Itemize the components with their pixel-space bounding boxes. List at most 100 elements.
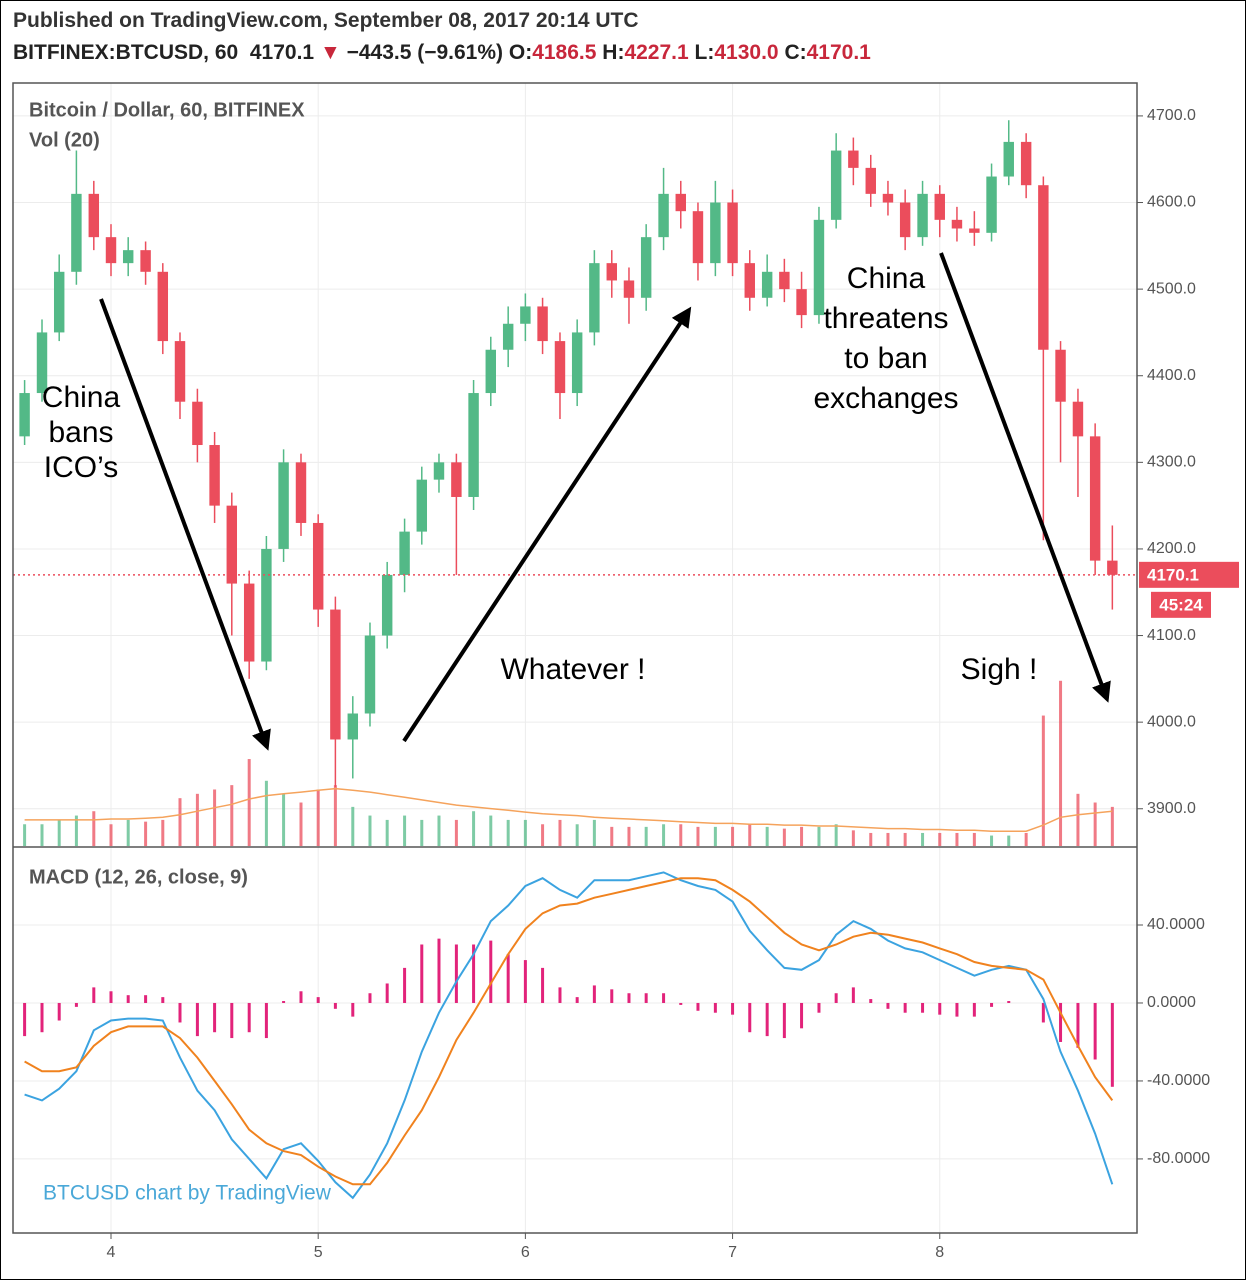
x-tick-label: 4 xyxy=(107,1244,116,1261)
last-price-box xyxy=(1139,561,1239,588)
volume-bar xyxy=(161,819,165,846)
volume-bar xyxy=(817,826,821,846)
histogram-bar xyxy=(696,1002,700,1011)
macd-line xyxy=(24,871,1114,1200)
volume-bar xyxy=(299,802,303,846)
candle-body xyxy=(295,462,307,523)
volume-bar xyxy=(178,798,182,846)
candle-body xyxy=(951,219,963,229)
volume-bar xyxy=(420,819,424,846)
volume-bar xyxy=(592,819,596,846)
y-tick-label: 3900.0 xyxy=(1147,800,1196,817)
histogram-bar xyxy=(264,1002,268,1039)
candle-body xyxy=(105,237,117,264)
candle-body xyxy=(640,237,652,298)
candle-body xyxy=(520,306,531,324)
y-tick-label: 4100.0 xyxy=(1147,627,1196,644)
y-tick-label: 4000.0 xyxy=(1147,713,1196,730)
candle-body xyxy=(1055,349,1066,402)
candle-body xyxy=(848,150,859,168)
histogram-bar xyxy=(627,993,631,1003)
candle-body xyxy=(192,401,203,446)
candle-body xyxy=(692,211,704,264)
histogram-bar xyxy=(403,967,407,1003)
candle-body xyxy=(157,271,169,342)
volume-bar xyxy=(765,826,769,846)
volume-bar xyxy=(1076,793,1080,846)
annotation: Whatever ! xyxy=(500,653,645,686)
histogram-bar xyxy=(558,987,562,1003)
candle-body xyxy=(122,250,134,264)
annotation: ICO’s xyxy=(44,451,118,484)
candle-body xyxy=(986,176,997,233)
annotation: Sigh ! xyxy=(961,653,1038,686)
volume-bar xyxy=(696,826,700,846)
histogram-bar xyxy=(938,1002,942,1015)
histogram-bar xyxy=(74,1002,78,1007)
histogram-bar xyxy=(1007,1001,1011,1003)
histogram-bar xyxy=(713,1002,717,1013)
annotation: threatens xyxy=(823,302,948,335)
candle-body xyxy=(1020,141,1032,186)
histogram-bar xyxy=(1059,1002,1063,1042)
close-value: 4170.1 xyxy=(806,41,871,64)
volume-bar xyxy=(748,824,752,846)
open-label: O: xyxy=(508,41,533,64)
y-tick-label: 4500.0 xyxy=(1147,280,1196,297)
open-value: 4186.5 xyxy=(532,41,597,64)
histogram-bar xyxy=(195,1002,199,1037)
volume-bar xyxy=(1059,680,1063,846)
volume-bar xyxy=(1024,832,1028,846)
histogram-bar xyxy=(834,993,838,1003)
arrow xyxy=(402,306,692,743)
volume-bar xyxy=(351,806,355,846)
down-icon: ▼ xyxy=(319,41,341,64)
histogram-bar xyxy=(368,993,372,1003)
volume-bar xyxy=(333,785,337,846)
volume-bar xyxy=(558,819,562,846)
candle-body xyxy=(917,193,928,238)
annotation: China xyxy=(42,381,121,414)
y-tick-label: -80.0000 xyxy=(1147,1150,1210,1167)
histogram-bar xyxy=(592,985,596,1003)
last: 4170.1 xyxy=(249,41,315,64)
candle-body xyxy=(969,228,980,233)
histogram-bar xyxy=(817,1002,821,1013)
high-value: 4227.1 xyxy=(624,41,689,64)
candle-body xyxy=(312,522,324,610)
volume-bar xyxy=(869,832,873,846)
histogram-bar xyxy=(437,938,441,1003)
candle-body xyxy=(1089,436,1101,561)
volume-bar xyxy=(523,819,527,846)
x-tick-label: 8 xyxy=(935,1244,944,1261)
main-title: Bitcoin / Dollar, 60, BITFINEX xyxy=(29,99,305,121)
histogram-bar xyxy=(1110,1002,1114,1087)
histogram-bar xyxy=(800,1002,804,1029)
candle-body xyxy=(71,193,82,272)
histogram-bar xyxy=(213,1002,217,1033)
histogram-bar xyxy=(333,1002,337,1009)
candle-body xyxy=(88,193,100,238)
volume-bar xyxy=(679,824,683,846)
histogram-bar xyxy=(610,989,614,1003)
volume-bar xyxy=(782,828,786,846)
histogram-bar xyxy=(782,1002,786,1039)
histogram-bar xyxy=(247,1002,251,1033)
volume-bar xyxy=(126,819,130,846)
histogram-bar xyxy=(1041,1002,1045,1023)
volume-bar xyxy=(368,815,372,846)
countdown: 45:24 xyxy=(1159,595,1203,614)
candle-body xyxy=(589,263,600,333)
volume-bar xyxy=(57,819,61,846)
histogram-bar xyxy=(869,999,873,1003)
histogram-bar xyxy=(299,991,303,1003)
candle-body xyxy=(416,479,428,532)
volume-bar xyxy=(40,824,44,846)
histogram-bar xyxy=(351,1002,355,1017)
countdown-box xyxy=(1151,591,1211,618)
histogram-bar xyxy=(1076,1002,1080,1048)
volume-bar xyxy=(385,819,389,846)
candle-body xyxy=(727,202,738,264)
watermark: BTCUSD chart by TradingView xyxy=(43,1182,332,1205)
